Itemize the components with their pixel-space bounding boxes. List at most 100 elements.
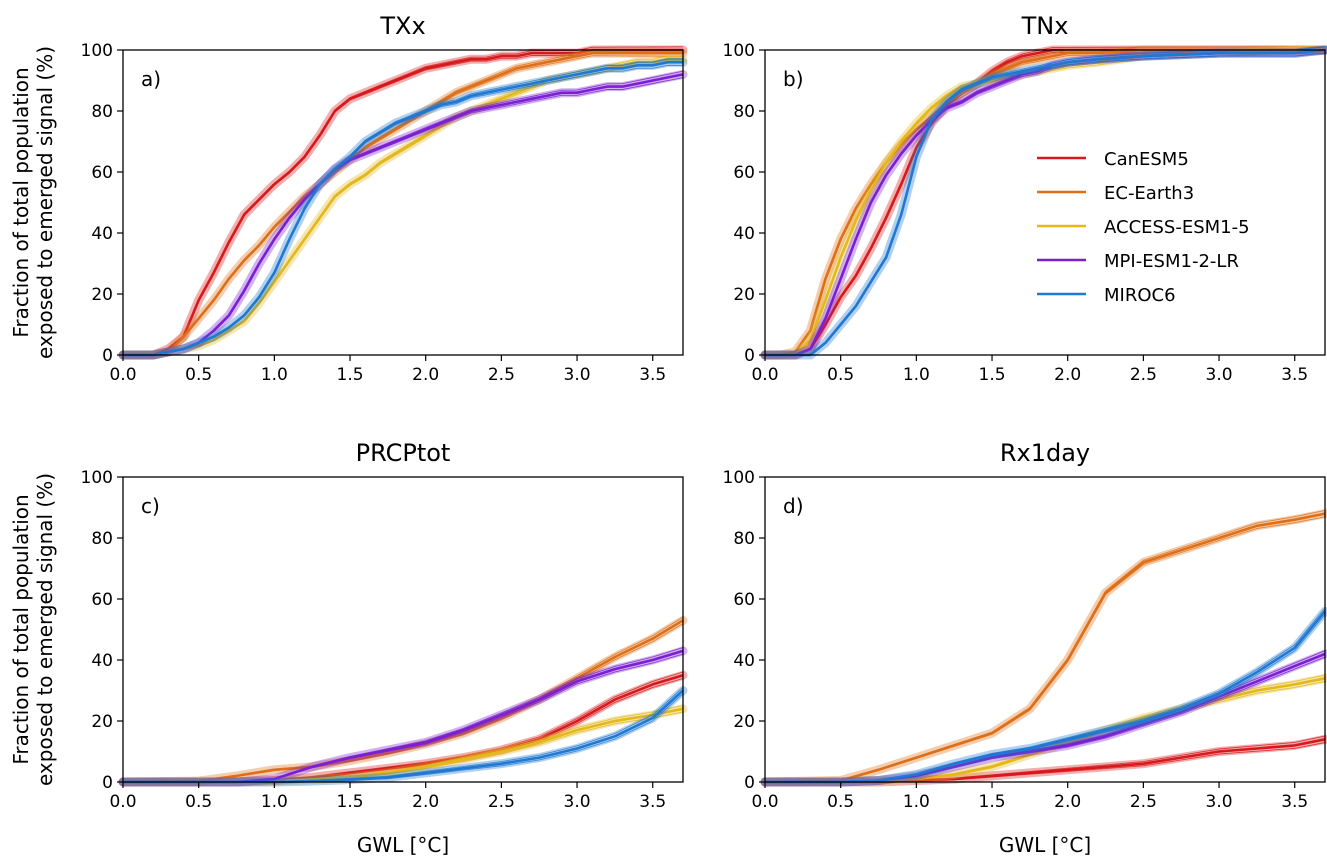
- series-line: [123, 60, 683, 357]
- legend-label-miroc6: MIROC6: [1104, 285, 1176, 306]
- series-line: [123, 51, 683, 357]
- x-tick-label: 1.0: [903, 792, 930, 812]
- series-line: [765, 610, 1327, 784]
- x-tick-label: 3.0: [1206, 792, 1233, 812]
- legend-label-ec-earth3: EC-Earth3: [1104, 183, 1194, 204]
- y-tick-label: 0: [744, 346, 755, 366]
- x-axis-label: GWL [°C]: [357, 833, 449, 857]
- axes-frame: [122, 476, 684, 783]
- x-tick-label: 3.0: [564, 792, 591, 812]
- y-tick-label: 0: [102, 346, 113, 366]
- panel-title: Rx1day: [1000, 439, 1090, 467]
- x-tick-label: 2.0: [1054, 365, 1081, 385]
- panel-letter: c): [141, 494, 160, 518]
- x-tick-label: 3.5: [639, 792, 666, 812]
- x-tick-label: 0.5: [185, 365, 212, 385]
- uncertainty-band: [760, 45, 1327, 360]
- x-tick-label: 2.5: [1130, 365, 1157, 385]
- y-tick-label: 0: [744, 773, 755, 793]
- series-line: [123, 73, 684, 357]
- series-line: [764, 512, 1326, 784]
- panel-title: PRCPtot: [356, 439, 451, 467]
- x-tick-label: 2.0: [412, 792, 439, 812]
- series-line: [765, 652, 1326, 784]
- y-tick-label: 60: [91, 590, 113, 610]
- x-tick-label: 0.5: [827, 365, 854, 385]
- y-tick-label: 20: [91, 712, 113, 732]
- series-line: [765, 48, 1326, 357]
- x-tick-label: 2.5: [488, 365, 515, 385]
- x-tick-label: 1.0: [903, 365, 930, 385]
- y-tick-label: 20: [733, 285, 755, 305]
- panel-title: TNx: [1021, 12, 1069, 40]
- series-miroc6: [760, 45, 1327, 360]
- y-axis-label-line1: Fraction of total population: [9, 67, 33, 337]
- y-tick-label: 100: [723, 41, 755, 61]
- ensemble-member-line: [122, 623, 684, 783]
- y-tick-label: 80: [733, 102, 755, 122]
- x-tick-label: 0.5: [185, 792, 212, 812]
- ensemble-member-line: [764, 650, 1326, 783]
- panel-letter: d): [783, 494, 804, 518]
- x-tick-label: 2.5: [1130, 792, 1157, 812]
- x-tick-label: 3.5: [639, 365, 666, 385]
- x-tick-label: 3.0: [1206, 365, 1233, 385]
- x-tick-label: 1.0: [261, 365, 288, 385]
- series-ec-earth3: [118, 48, 688, 360]
- y-tick-label: 100: [81, 41, 113, 61]
- legend-label-canesm5: CanESM5: [1104, 149, 1189, 170]
- y-tick-label: 20: [91, 285, 113, 305]
- panel-tnx: 0.0 0.5 1.0 1.5 2.0 2.5 3.0 3.5 0 20 40 60 80 100 TNx b…: [723, 12, 1327, 385]
- x-tick-label: 0.0: [751, 792, 778, 812]
- legend: CanESM5 EC-Earth3 ACCESS-ESM1-5 MPI-ESM1-2-…: [1037, 149, 1250, 306]
- y-tick-label: 80: [733, 529, 755, 549]
- panel-txx: 0.0 0.5 1.0 1.5 2.0 2.5 3.0 3.5 0 20 40 60 80 100 TXx a…: [9, 12, 688, 385]
- series-miroc6: [760, 606, 1327, 787]
- x-tick-label: 3.5: [1281, 792, 1308, 812]
- y-tick-label: 60: [733, 590, 755, 610]
- ensemble-member-line: [122, 616, 684, 783]
- x-tick-label: 1.5: [979, 365, 1006, 385]
- panel-title: TXx: [379, 12, 425, 40]
- axes-frame: [122, 49, 684, 356]
- y-tick-label: 60: [91, 163, 113, 183]
- panel-rx1day: 0.0 0.5 1.0 1.5 2.0 2.5 3.0 3.5 0 20 40 60 80 100 Rx1d…: [723, 439, 1327, 857]
- series-mpi-esm1-2-lr: [118, 69, 688, 360]
- series-mpi-esm1-2-lr: [760, 649, 1327, 787]
- panel-letter: a): [141, 67, 161, 91]
- panel-letter: b): [783, 67, 804, 91]
- panel-prcptot: 0.0 0.5 1.0 1.5 2.0 2.5 3.0 3.5 0 20 40 60 80 100 PRCP…: [9, 439, 688, 857]
- y-tick-label: 40: [91, 651, 113, 671]
- x-tick-label: 2.0: [1054, 792, 1081, 812]
- x-tick-label: 0.5: [827, 792, 854, 812]
- y-tick-label: 100: [81, 468, 113, 488]
- y-tick-label: 40: [733, 651, 755, 671]
- series-ec-earth3: [118, 615, 688, 787]
- y-tick-label: 60: [733, 163, 755, 183]
- x-tick-label: 1.5: [337, 365, 364, 385]
- series-line: [122, 619, 684, 784]
- y-tick-label: 0: [102, 773, 113, 793]
- x-tick-label: 1.5: [337, 792, 364, 812]
- series-ec-earth3: [760, 509, 1327, 787]
- y-tick-label: 20: [733, 712, 755, 732]
- x-tick-label: 0.0: [751, 365, 778, 385]
- x-tick-label: 1.5: [979, 792, 1006, 812]
- x-tick-label: 3.0: [564, 365, 591, 385]
- uncertainty-band: [760, 649, 1327, 787]
- y-tick-label: 40: [91, 224, 113, 244]
- y-tick-label: 40: [733, 224, 755, 244]
- y-axis-label-line1: Fraction of total population: [9, 494, 33, 764]
- uncertainty-band: [118, 615, 688, 787]
- series-miroc6: [118, 57, 688, 360]
- y-tick-label: 80: [91, 102, 113, 122]
- y-axis-label-line2: exposed to emerged signal (%): [33, 473, 57, 786]
- legend-label-access-esm1-5: ACCESS-ESM1-5: [1104, 217, 1250, 238]
- x-tick-label: 2.0: [412, 365, 439, 385]
- x-tick-label: 1.0: [261, 792, 288, 812]
- x-tick-label: 2.5: [488, 792, 515, 812]
- x-tick-label: 3.5: [1281, 365, 1308, 385]
- axes-frame: [764, 476, 1326, 783]
- axes-frame: [764, 49, 1326, 356]
